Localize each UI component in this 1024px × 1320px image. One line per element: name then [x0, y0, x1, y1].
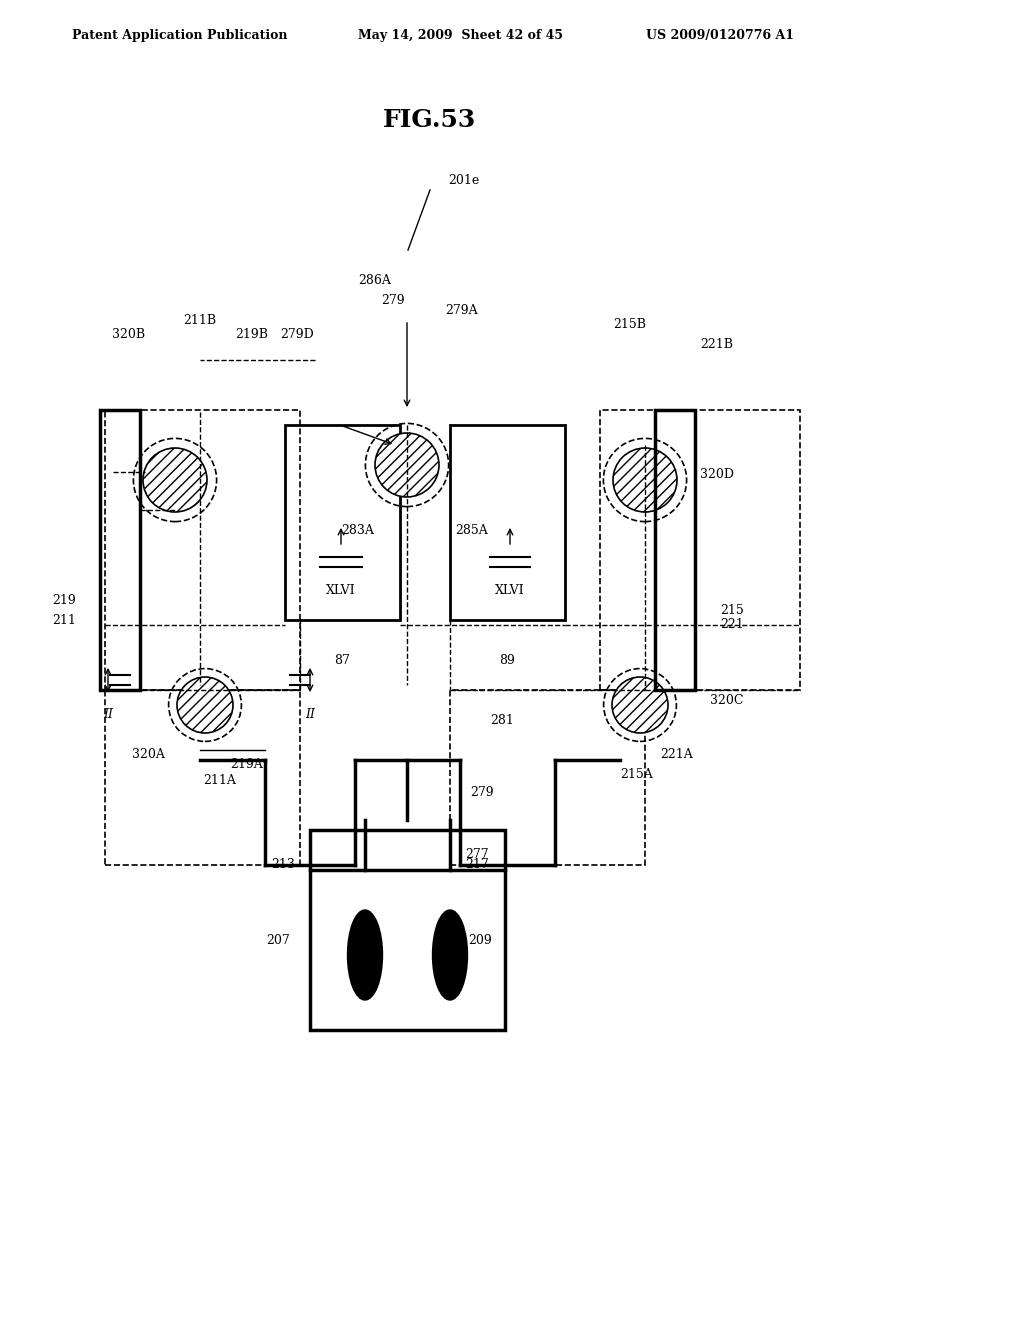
- Text: 207: 207: [266, 933, 290, 946]
- Ellipse shape: [432, 909, 468, 1001]
- Text: US 2009/0120776 A1: US 2009/0120776 A1: [646, 29, 794, 41]
- Text: 221: 221: [720, 619, 743, 631]
- Bar: [105, 411, 300, 690]
- Ellipse shape: [347, 909, 383, 1001]
- Text: 283A: 283A: [341, 524, 374, 536]
- Text: II: II: [305, 709, 315, 722]
- Text: 201e: 201e: [449, 173, 479, 186]
- Text: 221B: 221B: [700, 338, 733, 351]
- Text: XLVI: XLVI: [327, 583, 355, 597]
- Circle shape: [375, 433, 439, 498]
- Text: FIG.53: FIG.53: [383, 108, 476, 132]
- Circle shape: [612, 677, 668, 733]
- Text: 219B: 219B: [234, 329, 268, 342]
- Text: 281: 281: [490, 714, 514, 726]
- Bar: [310, 830, 505, 1030]
- Text: 211A: 211A: [204, 774, 237, 787]
- Text: XLVI: XLVI: [496, 583, 525, 597]
- Text: II: II: [103, 709, 113, 722]
- Text: Patent Application Publication: Patent Application Publication: [73, 29, 288, 41]
- Bar: [105, 690, 300, 865]
- Text: 215: 215: [720, 603, 743, 616]
- Text: 320D: 320D: [700, 469, 734, 482]
- Text: 89: 89: [499, 653, 515, 667]
- Circle shape: [177, 677, 233, 733]
- Text: 211B: 211B: [183, 314, 216, 326]
- Text: 285A: 285A: [455, 524, 487, 536]
- Circle shape: [143, 447, 207, 512]
- Bar: [450, 425, 565, 620]
- Text: May 14, 2009  Sheet 42 of 45: May 14, 2009 Sheet 42 of 45: [357, 29, 562, 41]
- Text: 211: 211: [52, 614, 76, 627]
- Text: 320A: 320A: [132, 748, 165, 762]
- Text: 213: 213: [271, 858, 295, 871]
- Text: 279D: 279D: [281, 329, 314, 342]
- Bar: [655, 411, 695, 690]
- Text: 209: 209: [468, 933, 492, 946]
- Text: 279: 279: [381, 293, 406, 306]
- Text: 87: 87: [334, 653, 350, 667]
- Bar: [100, 411, 140, 690]
- Text: 320C: 320C: [710, 693, 743, 706]
- Text: 277: 277: [465, 849, 488, 862]
- Text: 215B: 215B: [613, 318, 646, 331]
- Text: 219: 219: [52, 594, 76, 606]
- Text: 286A: 286A: [358, 273, 391, 286]
- Circle shape: [613, 447, 677, 512]
- Text: 279A: 279A: [445, 304, 477, 317]
- Text: 215A: 215A: [620, 768, 652, 781]
- Text: 219A: 219A: [230, 759, 263, 771]
- Text: 320B: 320B: [112, 329, 145, 342]
- Bar: [285, 425, 400, 620]
- Text: 279: 279: [470, 785, 494, 799]
- Text: 217: 217: [465, 858, 488, 871]
- Text: 221A: 221A: [660, 748, 693, 762]
- Bar: [450, 690, 645, 865]
- Bar: [600, 411, 800, 690]
